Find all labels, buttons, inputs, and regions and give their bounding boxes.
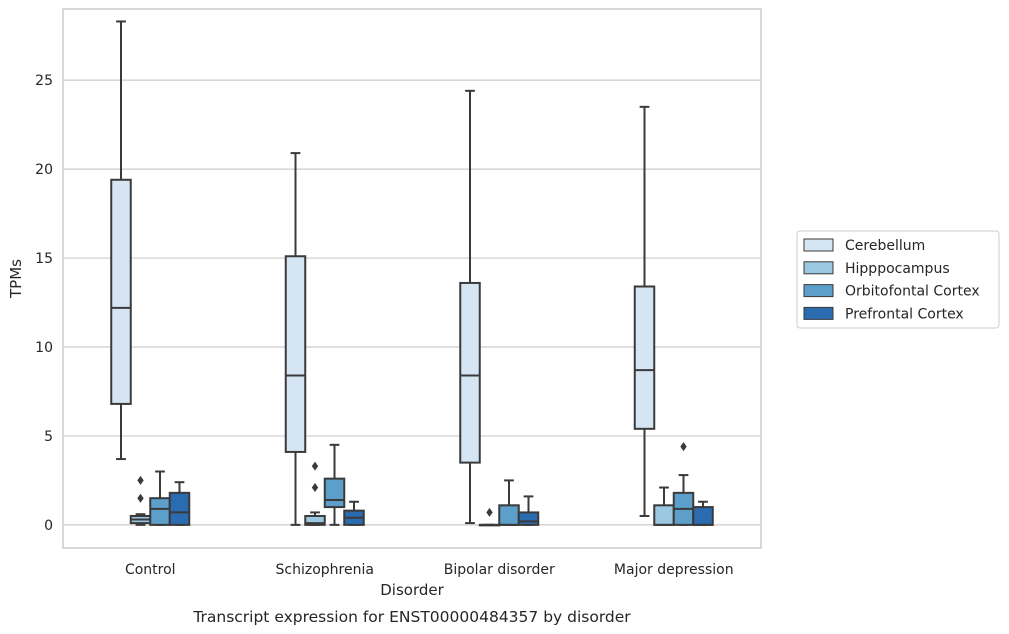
plot-frame bbox=[62, 8, 762, 549]
box-plots bbox=[110, 20, 714, 527]
box-plot bbox=[692, 500, 714, 526]
y-tick-label: 25 bbox=[35, 73, 53, 89]
y-tick-label: 0 bbox=[44, 518, 53, 534]
legend-label: Orbitofontal Cortex bbox=[845, 284, 980, 300]
y-tick-label: 20 bbox=[35, 162, 53, 178]
y-tick-label: 15 bbox=[35, 251, 53, 267]
outlier-point bbox=[137, 475, 144, 485]
box bbox=[323, 477, 346, 509]
box bbox=[284, 255, 307, 453]
box-plot bbox=[478, 507, 501, 527]
x-tick-label: Schizophrenia bbox=[276, 562, 374, 578]
legend-label: Cerebellum bbox=[845, 238, 925, 254]
box-plot bbox=[323, 443, 346, 526]
box bbox=[692, 506, 714, 526]
box bbox=[633, 285, 656, 430]
box-plot bbox=[110, 20, 132, 461]
legend-swatch bbox=[803, 306, 834, 320]
box bbox=[110, 178, 132, 405]
outlier-point bbox=[680, 442, 687, 452]
legend-frame bbox=[796, 230, 1000, 329]
chart-caption: Transcript expression for ENST0000048435… bbox=[192, 608, 631, 626]
x-tick-label: Control bbox=[125, 562, 176, 578]
box bbox=[304, 514, 326, 526]
box-plot bbox=[168, 481, 191, 526]
outlier-point bbox=[311, 483, 319, 493]
box bbox=[459, 281, 481, 464]
legend-swatch bbox=[803, 238, 834, 252]
x-axis-ticks: Control Schizophrenia Bipolar disorder Majo… bbox=[125, 562, 734, 578]
outlier-point bbox=[137, 493, 144, 503]
legend-label: Hipppocampus bbox=[845, 261, 950, 277]
box-plot bbox=[517, 495, 540, 526]
box-plot bbox=[498, 479, 520, 526]
legend: Cerebellum Hipppocampus Orbitofontal Corte… bbox=[796, 230, 1000, 329]
box bbox=[498, 504, 520, 526]
y-axis-label: TPMs bbox=[7, 259, 25, 299]
box bbox=[517, 511, 540, 526]
box-plot bbox=[343, 500, 365, 526]
y-tick-label: 5 bbox=[44, 429, 53, 445]
box bbox=[653, 504, 675, 526]
outlier-point bbox=[311, 461, 319, 471]
box bbox=[149, 497, 171, 526]
legend-swatch bbox=[803, 284, 834, 298]
box-plot bbox=[459, 89, 481, 525]
y-axis-ticks: 0 5 10 15 20 25 bbox=[35, 73, 53, 534]
legend-label: Prefrontal Cortex bbox=[845, 306, 964, 322]
outlier-point bbox=[486, 507, 493, 517]
x-tick-label: Bipolar disorder bbox=[444, 562, 555, 578]
box-plot bbox=[284, 152, 307, 526]
legend-swatch bbox=[803, 261, 834, 275]
x-axis-label: Disorder bbox=[380, 581, 444, 599]
x-tick-label: Major depression bbox=[614, 562, 734, 578]
box bbox=[168, 491, 191, 526]
y-tick-label: 10 bbox=[35, 340, 53, 356]
box-plot bbox=[304, 461, 326, 526]
box-plot bbox=[633, 105, 656, 517]
